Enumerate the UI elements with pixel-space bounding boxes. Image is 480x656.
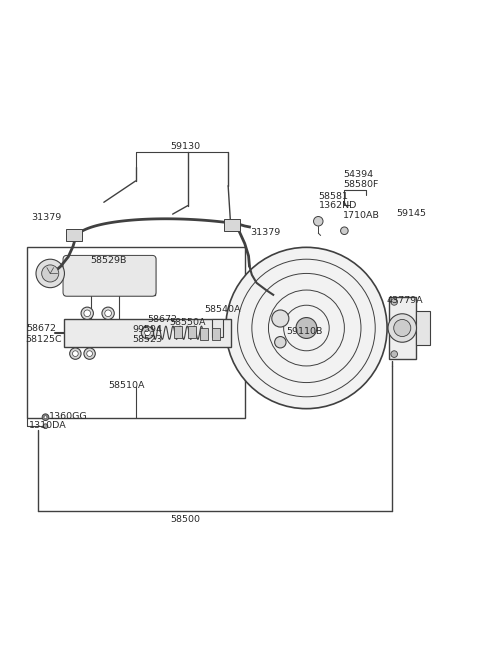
Text: 1360GG: 1360GG: [49, 412, 88, 421]
Circle shape: [42, 265, 59, 282]
Text: 59130: 59130: [170, 142, 201, 152]
Text: 58523: 58523: [132, 335, 162, 344]
FancyBboxPatch shape: [63, 255, 156, 297]
Bar: [212, 327, 220, 340]
Circle shape: [36, 259, 64, 288]
Text: 1710AB: 1710AB: [343, 211, 380, 220]
Circle shape: [42, 414, 49, 420]
Circle shape: [70, 348, 81, 359]
Circle shape: [144, 330, 150, 336]
Circle shape: [391, 298, 397, 305]
Text: 58510A: 58510A: [108, 381, 144, 390]
FancyBboxPatch shape: [66, 230, 82, 241]
Bar: [417, 312, 430, 344]
Bar: [64, 257, 155, 295]
Text: 58672: 58672: [26, 325, 57, 333]
Bar: [200, 327, 208, 340]
Circle shape: [391, 351, 397, 358]
Text: 58550A: 58550A: [169, 318, 205, 327]
Circle shape: [72, 351, 78, 356]
Text: 58540A: 58540A: [204, 306, 241, 314]
Text: 59110B: 59110B: [287, 327, 323, 337]
Text: 1362ND: 1362ND: [319, 201, 358, 210]
Bar: [26, 247, 245, 418]
Circle shape: [84, 348, 96, 359]
Text: 58125C: 58125C: [25, 335, 62, 344]
Text: 59145: 59145: [396, 209, 427, 218]
Bar: [64, 319, 230, 346]
Circle shape: [87, 351, 93, 356]
Text: 54394: 54394: [343, 171, 373, 179]
Text: 58672: 58672: [147, 315, 178, 324]
Text: 1310DA: 1310DA: [29, 421, 67, 430]
Circle shape: [81, 307, 94, 319]
Circle shape: [141, 327, 154, 339]
Circle shape: [313, 216, 323, 226]
Bar: [188, 326, 196, 338]
Circle shape: [43, 424, 48, 428]
Bar: [389, 297, 416, 359]
Text: 58529B: 58529B: [91, 256, 127, 264]
Circle shape: [84, 310, 91, 317]
Text: 31379: 31379: [31, 213, 61, 222]
Text: 58581: 58581: [318, 192, 348, 201]
Circle shape: [105, 310, 111, 317]
Text: 58580F: 58580F: [343, 180, 379, 189]
Circle shape: [388, 314, 417, 342]
FancyBboxPatch shape: [224, 219, 240, 231]
Text: 58500: 58500: [170, 515, 201, 523]
Text: 43779A: 43779A: [386, 296, 423, 305]
Circle shape: [226, 247, 387, 409]
Text: 31379: 31379: [251, 228, 281, 237]
Circle shape: [44, 416, 47, 419]
Circle shape: [394, 319, 411, 337]
Circle shape: [341, 227, 348, 235]
Text: 99594: 99594: [132, 325, 162, 335]
Bar: [174, 326, 182, 338]
Circle shape: [275, 337, 286, 348]
Bar: [212, 319, 223, 337]
Circle shape: [272, 310, 289, 327]
Circle shape: [296, 318, 317, 338]
Circle shape: [102, 307, 114, 319]
